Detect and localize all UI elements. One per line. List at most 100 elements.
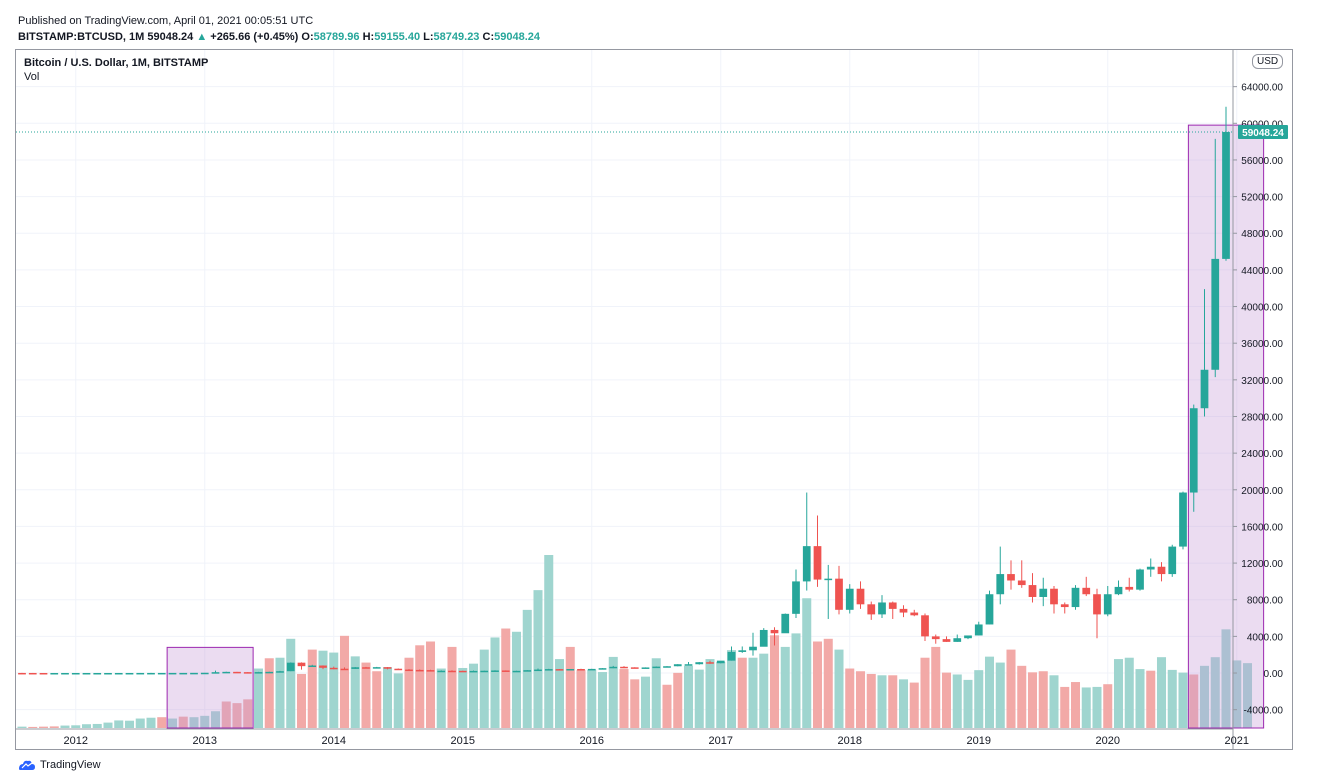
volume-bar — [694, 669, 704, 728]
candle-body — [1168, 546, 1177, 575]
candle-body — [211, 672, 220, 674]
high-label: H: — [362, 31, 375, 43]
volume-bar — [1006, 649, 1016, 728]
volume-bar — [135, 718, 145, 728]
volume-bar — [511, 631, 522, 728]
candle-body — [50, 672, 59, 675]
y-tick-label: 60000.00 — [1241, 119, 1283, 130]
candle-body — [491, 670, 499, 672]
volume-bar — [619, 669, 629, 728]
candle-body — [1060, 604, 1069, 608]
candle-body — [179, 672, 188, 675]
y-tick-label: 56000.00 — [1241, 156, 1283, 167]
candle-body — [286, 662, 295, 672]
candle-body — [1222, 132, 1230, 259]
candle-body — [276, 671, 284, 673]
volume-bar — [92, 723, 102, 728]
y-tick-label: 64000.00 — [1241, 83, 1283, 94]
price-change: +265.66 (+0.45%) — [210, 31, 299, 43]
y-tick-label: 28000.00 — [1241, 412, 1283, 423]
volume-bar — [329, 652, 339, 728]
candle-body — [738, 650, 747, 652]
volume-bar — [1210, 657, 1220, 728]
candle-body — [620, 666, 628, 669]
volume-bar — [769, 635, 780, 728]
candle-body — [200, 672, 209, 675]
y-tick-label: 24000.00 — [1241, 449, 1283, 460]
chart-frame[interactable] — [15, 49, 1293, 750]
volume-bar — [264, 658, 274, 728]
currency-badge[interactable]: USD — [1252, 54, 1284, 69]
candle-body — [93, 672, 102, 675]
candle-body — [383, 667, 392, 669]
volume-bar — [382, 667, 393, 728]
volume-bar — [1232, 660, 1242, 728]
candle-body — [1103, 594, 1112, 615]
volume-bar — [1060, 686, 1070, 728]
volume-bar — [1027, 672, 1038, 728]
volume-bar — [157, 717, 167, 728]
volume-bar — [802, 598, 812, 728]
candle-body — [157, 672, 166, 675]
volume-bar — [200, 715, 210, 728]
candle-body — [136, 672, 145, 675]
candle-body — [1200, 369, 1209, 409]
volume-bar — [909, 682, 919, 728]
volume-bar — [1156, 657, 1167, 728]
volume-bar — [522, 609, 532, 728]
volume-bar — [372, 671, 382, 728]
volume-bar — [952, 674, 962, 728]
candle-body — [555, 669, 564, 671]
candle-body — [1028, 585, 1037, 597]
volume-bar — [1189, 674, 1199, 728]
candle-body — [426, 670, 435, 672]
volume-bar — [103, 722, 113, 728]
volume-bar — [1178, 672, 1188, 728]
footer-brand[interactable]: TradingView — [18, 759, 101, 771]
volume-bar — [533, 590, 543, 728]
candle-body — [243, 672, 252, 674]
volume-bar — [737, 657, 747, 728]
y-tick-label: 48000.00 — [1241, 229, 1283, 240]
volume-bar — [124, 720, 135, 728]
volume-bar — [490, 637, 500, 728]
candle-body — [351, 667, 360, 669]
volume-bar — [683, 665, 694, 728]
volume-bar — [576, 670, 586, 728]
volume-legend: Vol — [24, 71, 40, 83]
candle-body — [372, 667, 381, 669]
volume-bar — [673, 672, 683, 728]
volume-bar — [597, 672, 608, 728]
close-value: 59048.24 — [494, 31, 540, 43]
highlight-box — [166, 646, 254, 729]
candle-body — [28, 672, 37, 675]
y-tick-label: 4000.00 — [1247, 632, 1284, 643]
candle-body — [544, 669, 553, 671]
candle-body — [71, 672, 80, 675]
volume-bar — [630, 679, 640, 728]
volume-bar — [974, 670, 984, 728]
volume-bar — [38, 726, 49, 728]
y-tick-label: 52000.00 — [1241, 193, 1283, 204]
low-value: 58749.23 — [433, 31, 480, 43]
candle-body — [340, 668, 349, 671]
candle-body — [1017, 580, 1026, 586]
volume-bar — [415, 645, 425, 728]
volume-bar — [898, 679, 909, 728]
volume-bar — [146, 717, 156, 728]
volume-bar — [28, 726, 38, 728]
volume-bar — [1124, 657, 1134, 728]
candle-body — [652, 666, 661, 669]
y-tick-label: 12000.00 — [1241, 559, 1283, 570]
candle-body — [759, 629, 768, 647]
volume-bar — [49, 726, 59, 728]
volume-bar — [759, 653, 769, 728]
volume-bar — [178, 716, 188, 728]
last-price-tag — [1238, 125, 1288, 140]
volume-bar — [984, 656, 995, 728]
volume-bar — [296, 673, 307, 728]
candle-body — [1179, 492, 1187, 547]
candle-body — [1093, 594, 1101, 615]
volume-bar — [501, 628, 511, 728]
